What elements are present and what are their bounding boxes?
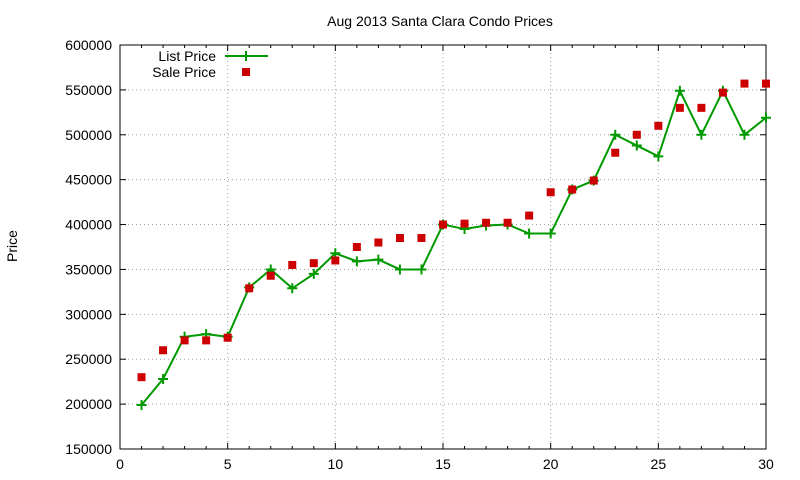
sale-price-point — [482, 218, 491, 227]
sale-price-point — [417, 234, 426, 243]
sale-price-point — [525, 211, 534, 220]
sale-price-point — [611, 148, 620, 157]
x-tick-label: 30 — [758, 456, 774, 472]
x-tick-label: 5 — [224, 456, 232, 472]
sale-price-point — [697, 103, 706, 112]
y-tick-label: 500000 — [65, 127, 112, 143]
list-price-point — [287, 283, 298, 294]
x-tick-label: 20 — [543, 456, 559, 472]
legend: List Price Sale Price — [152, 48, 268, 80]
list-price-point — [610, 129, 621, 140]
y-tick-label: 250000 — [65, 351, 112, 367]
y-tick-label: 300000 — [65, 306, 112, 322]
list-price-point — [653, 151, 664, 162]
sale-price-point — [740, 79, 749, 88]
y-tick-label: 450000 — [65, 172, 112, 188]
list-price-point — [631, 140, 642, 151]
x-tick-label: 25 — [651, 456, 667, 472]
sale-price-point — [288, 260, 297, 269]
sale-price-point — [460, 219, 469, 228]
x-tick-label: 10 — [328, 456, 344, 472]
list-price-point — [524, 228, 535, 239]
y-tick-label: 150000 — [65, 441, 112, 457]
sale-price-point — [159, 346, 168, 355]
y-axis-label: Price — [4, 230, 20, 262]
sale-price-point — [309, 259, 318, 268]
sale-price-point — [589, 176, 598, 185]
x-tick-label: 0 — [116, 456, 124, 472]
legend-marker-sale-price — [242, 68, 250, 76]
list-price-point — [545, 228, 556, 239]
sale-price-point — [137, 373, 146, 382]
legend-label-sale-price: Sale Price — [152, 64, 216, 80]
list-price-point — [416, 264, 427, 275]
sale-price-point — [675, 103, 684, 112]
sale-price-point — [180, 336, 189, 345]
list-price-point — [674, 85, 685, 96]
sale-price-point — [546, 188, 555, 197]
sale-price-point — [266, 271, 275, 280]
y-tick-label: 350000 — [65, 261, 112, 277]
sale-price-point — [395, 234, 404, 243]
chart-title: Aug 2013 Santa Clara Condo Prices — [327, 13, 553, 29]
sale-price-point — [439, 220, 447, 229]
list-price-point — [308, 268, 319, 279]
sale-price-point — [331, 256, 340, 265]
list-price-point — [761, 112, 771, 123]
series — [136, 79, 771, 411]
list-price-point — [696, 129, 707, 140]
y-tick-label: 200000 — [65, 396, 112, 412]
y-tick-label: 550000 — [65, 82, 112, 98]
list-price-point — [158, 373, 169, 384]
list-price-point — [739, 129, 750, 140]
axis-ticks: 150000 200000 250000 300000 350000 400000 4500… — [65, 37, 774, 472]
sale-price-point — [202, 336, 211, 345]
sale-price-point — [568, 185, 577, 194]
y-tick-label: 600000 — [65, 37, 112, 53]
list-price-point — [394, 264, 405, 275]
legend-marker-list-price — [241, 51, 251, 61]
sale-price-point — [718, 88, 727, 97]
y-tick-label: 400000 — [65, 217, 112, 233]
sale-price-point — [352, 243, 361, 251]
sale-price-point — [654, 121, 663, 130]
sale-price-point — [762, 79, 770, 88]
sale-price-point — [223, 333, 232, 342]
sale-price-point — [245, 284, 254, 293]
legend-label-list-price: List Price — [158, 48, 216, 64]
sale-price-point — [503, 218, 512, 227]
grid — [120, 45, 766, 449]
x-tick-label: 15 — [435, 456, 451, 472]
sale-price-point — [374, 238, 383, 247]
sale-price-point — [632, 130, 641, 139]
list-price-point — [373, 254, 384, 265]
list-price-point — [351, 256, 362, 267]
list-price-point — [136, 400, 147, 411]
series-line-list-price — [140, 88, 767, 406]
